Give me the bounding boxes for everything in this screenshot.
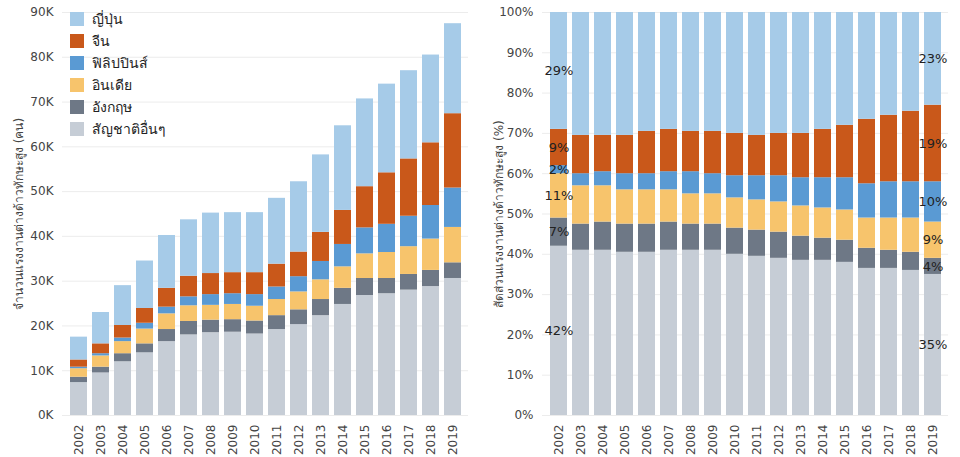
svg-text:2%: 2%	[549, 162, 570, 177]
svg-text:จำนวนแรงงานต่างด้าวทักษะสูง (ค: จำนวนแรงงานต่างด้าวทักษะสูง (คน)	[12, 118, 27, 310]
svg-text:80K: 80K	[30, 50, 54, 64]
svg-text:2013: 2013	[794, 425, 808, 456]
svg-text:90K: 90K	[30, 5, 54, 19]
svg-text:60%: 60%	[507, 167, 534, 181]
svg-text:100%: 100%	[499, 5, 533, 19]
svg-text:40K: 40K	[30, 229, 54, 243]
svg-text:90%: 90%	[507, 46, 534, 60]
svg-text:19%: 19%	[919, 136, 948, 151]
svg-text:0K: 0K	[38, 408, 55, 422]
svg-text:70K: 70K	[30, 95, 54, 109]
svg-text:2015: 2015	[358, 425, 372, 456]
svg-text:2014: 2014	[336, 425, 350, 456]
svg-text:29%: 29%	[545, 63, 574, 78]
svg-text:2004: 2004	[116, 425, 130, 456]
svg-text:30%: 30%	[507, 287, 534, 301]
svg-text:11%: 11%	[545, 188, 574, 203]
svg-text:2017: 2017	[402, 425, 416, 456]
svg-text:2011: 2011	[270, 425, 284, 456]
svg-text:4%: 4%	[923, 259, 944, 274]
svg-text:สัดส่วนแรงงานต่างด้าวทักษะสูง: สัดส่วนแรงงานต่างด้าวทักษะสูง (%)	[492, 120, 507, 308]
svg-text:2018: 2018	[424, 425, 438, 456]
html-text:จีน: จีน	[92, 33, 110, 49]
html-text:สัญชาติอื่นๆ: สัญชาติอื่นๆ	[92, 121, 166, 137]
svg-text:2002: 2002	[552, 425, 566, 456]
svg-text:2006: 2006	[640, 425, 654, 456]
svg-text:10%: 10%	[507, 368, 534, 382]
svg-text:10K: 10K	[30, 364, 54, 378]
svg-text:2007: 2007	[662, 425, 676, 456]
svg-text:7%: 7%	[549, 224, 570, 239]
svg-text:2016: 2016	[860, 425, 874, 456]
svg-text:2003: 2003	[574, 425, 588, 456]
svg-text:2010: 2010	[728, 425, 742, 456]
svg-text:2005: 2005	[618, 425, 632, 456]
html-text:ฟิลิปปินส์: ฟิลิปปินส์	[92, 55, 148, 71]
svg-text:10%: 10%	[919, 194, 948, 209]
svg-text:80%: 80%	[507, 86, 534, 100]
svg-text:70%: 70%	[507, 126, 534, 140]
svg-text:2006: 2006	[160, 425, 174, 456]
svg-text:35%: 35%	[919, 337, 948, 352]
svg-text:30K: 30K	[30, 274, 54, 288]
svg-text:9%: 9%	[549, 140, 570, 155]
svg-text:2013: 2013	[314, 425, 328, 456]
svg-text:2010: 2010	[248, 425, 262, 456]
svg-text:2009: 2009	[226, 425, 240, 456]
svg-text:2019: 2019	[926, 425, 940, 456]
svg-text:2012: 2012	[772, 425, 786, 456]
svg-text:9%: 9%	[923, 232, 944, 247]
svg-text:2011: 2011	[750, 425, 764, 456]
html-text:ญี่ปุ่น: ญี่ปุ่น	[92, 11, 123, 27]
svg-text:2005: 2005	[138, 425, 152, 456]
svg-text:2019: 2019	[446, 425, 460, 456]
svg-text:20K: 20K	[30, 319, 54, 333]
svg-text:2014: 2014	[816, 425, 830, 456]
svg-text:2007: 2007	[182, 425, 196, 456]
svg-text:2003: 2003	[94, 425, 108, 456]
html-text:อินเดีย: อินเดีย	[92, 77, 132, 93]
svg-text:23%: 23%	[919, 51, 948, 66]
svg-text:40%: 40%	[507, 247, 534, 261]
svg-text:50K: 50K	[30, 184, 54, 198]
svg-text:2018: 2018	[904, 425, 918, 456]
svg-text:2012: 2012	[292, 425, 306, 456]
svg-text:2008: 2008	[204, 425, 218, 456]
svg-text:2008: 2008	[684, 425, 698, 456]
svg-text:2002: 2002	[72, 425, 86, 456]
svg-text:2004: 2004	[596, 425, 610, 456]
svg-text:2015: 2015	[838, 425, 852, 456]
svg-text:20%: 20%	[507, 328, 534, 342]
svg-text:2017: 2017	[882, 425, 896, 456]
svg-text:0%: 0%	[514, 408, 533, 422]
html-text:อังกฤษ: อังกฤษ	[92, 99, 132, 115]
svg-text:42%: 42%	[545, 323, 574, 338]
svg-text:60K: 60K	[30, 140, 54, 154]
svg-text:2016: 2016	[380, 425, 394, 456]
svg-text:2009: 2009	[706, 425, 720, 456]
svg-text:50%: 50%	[507, 207, 534, 221]
